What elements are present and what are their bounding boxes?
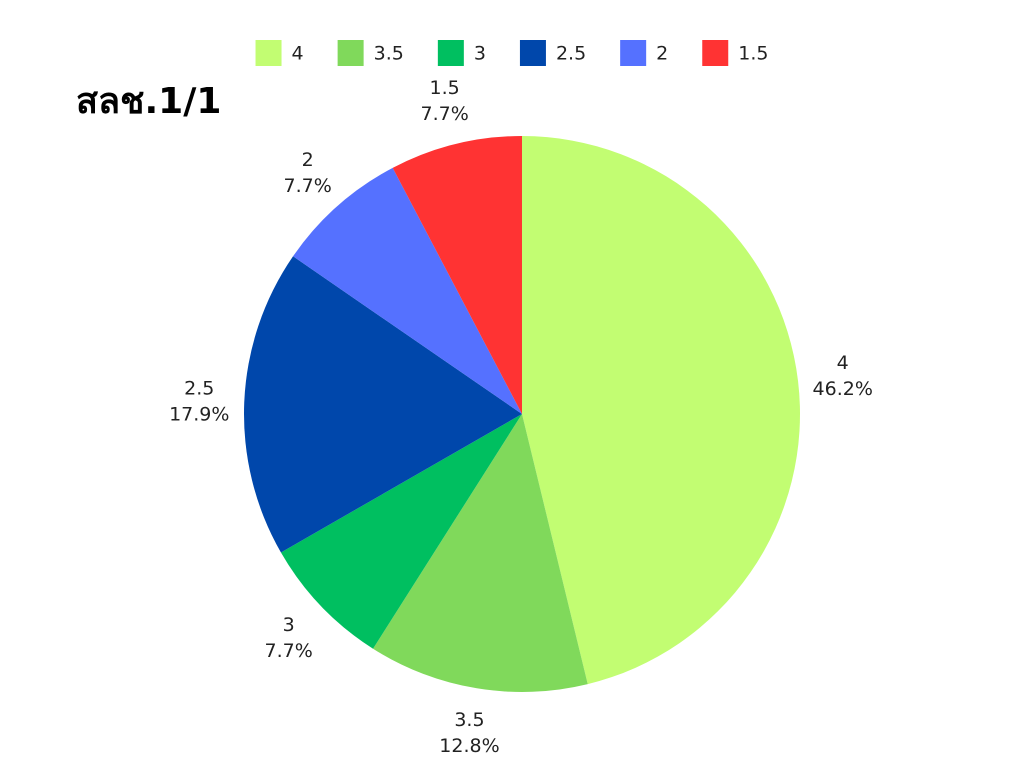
slice-value-label: 7.7% bbox=[283, 175, 331, 197]
legend-swatch bbox=[437, 40, 464, 66]
slice-category-label: 3.5 bbox=[454, 709, 484, 731]
legend-label: 3 bbox=[474, 43, 486, 65]
pie-slice bbox=[373, 414, 588, 693]
pie-slice bbox=[244, 256, 522, 553]
slice-category-label: 2.5 bbox=[184, 377, 214, 399]
legend-label: 2 bbox=[656, 43, 668, 65]
pie-slice bbox=[280, 414, 522, 649]
pie-slice bbox=[392, 136, 522, 414]
legend-swatch bbox=[519, 40, 546, 66]
slice-value-label: 7.7% bbox=[420, 103, 468, 125]
slice-category-label: 1.5 bbox=[430, 77, 460, 99]
legend-label: 3.5 bbox=[374, 43, 404, 65]
pie-slice bbox=[293, 167, 522, 414]
slice-category-label: 4 bbox=[837, 352, 849, 374]
legend-swatch bbox=[255, 40, 282, 66]
legend-swatch bbox=[620, 40, 647, 66]
slice-category-label: 2 bbox=[302, 149, 314, 171]
legend-swatch bbox=[337, 40, 364, 66]
slice-value-label: 17.9% bbox=[169, 403, 229, 425]
legend-label: 2.5 bbox=[556, 43, 586, 65]
slice-value-label: 46.2% bbox=[813, 378, 873, 400]
slice-value-label: 12.8% bbox=[439, 735, 499, 757]
slice-category-label: 3 bbox=[283, 614, 295, 636]
pie-slice bbox=[522, 136, 801, 685]
legend-label: 4 bbox=[292, 43, 304, 65]
legend-swatch bbox=[702, 40, 729, 66]
legend-label: 1.5 bbox=[738, 43, 768, 65]
chart-title: สลช.1/1 bbox=[76, 81, 221, 122]
slice-value-label: 7.7% bbox=[264, 640, 312, 662]
